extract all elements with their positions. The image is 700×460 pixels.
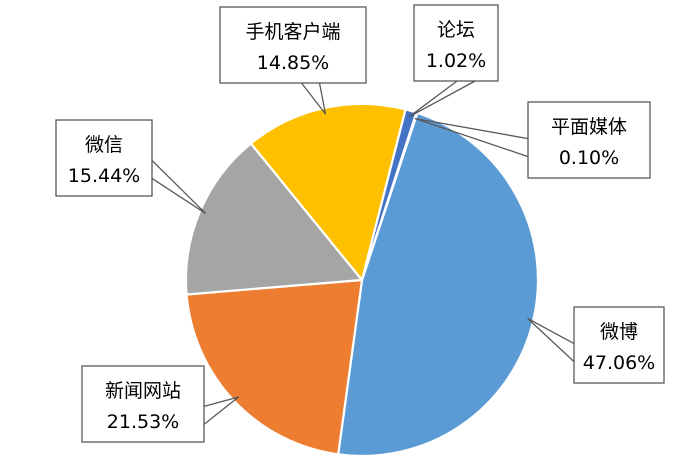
slice-label: 微信 — [85, 134, 123, 156]
callout-box — [81, 365, 205, 443]
callout-box — [219, 6, 367, 84]
callout-box — [55, 119, 153, 197]
callout-pointer — [414, 117, 529, 158]
slice-label: 手机客户端 — [245, 21, 340, 43]
slice-value-label: 14.85% — [257, 52, 329, 74]
slice-label: 新闻网站 — [105, 380, 181, 402]
pie-slice-1 — [337, 111, 540, 458]
callout-5: 论坛 1.02% — [408, 4, 499, 118]
slice-label: 平面媒体 — [551, 116, 627, 138]
callout-3: 微信 15.44% — [55, 119, 207, 214]
slice-label: 论坛 — [437, 19, 475, 41]
slice-value-label: 21.53% — [107, 411, 179, 433]
pie-slices — [184, 102, 540, 458]
slice-label: 微博 — [600, 321, 638, 343]
slice-value-label: 1.02% — [426, 50, 486, 72]
callout-0: 平面媒体 0.10% — [414, 101, 651, 179]
callout-box — [413, 4, 499, 82]
callout-pointer — [527, 317, 575, 363]
callout-box — [573, 306, 665, 384]
slice-value-label: 47.06% — [583, 352, 655, 374]
pie-slice-2 — [185, 278, 364, 456]
callout-1: 微博 47.06% — [527, 306, 665, 384]
slice-value-label: 0.10% — [559, 147, 619, 169]
callout-pointer — [203, 396, 240, 425]
pie-slice-3 — [184, 142, 364, 296]
callout-pointer — [301, 82, 327, 115]
slice-value-label: 15.44% — [68, 165, 140, 187]
callout-2: 新闻网站 21.53% — [81, 365, 240, 443]
callout-box — [527, 101, 651, 179]
callout-4: 手机客户端 14.85% — [219, 6, 367, 115]
callout-pointer — [151, 159, 207, 214]
pie-callouts: 平面媒体 0.10% 微博 47.06% 新闻网站 21.53% 微信 15.44% 手机客户端… — [55, 4, 665, 443]
callout-pointer — [408, 80, 476, 118]
